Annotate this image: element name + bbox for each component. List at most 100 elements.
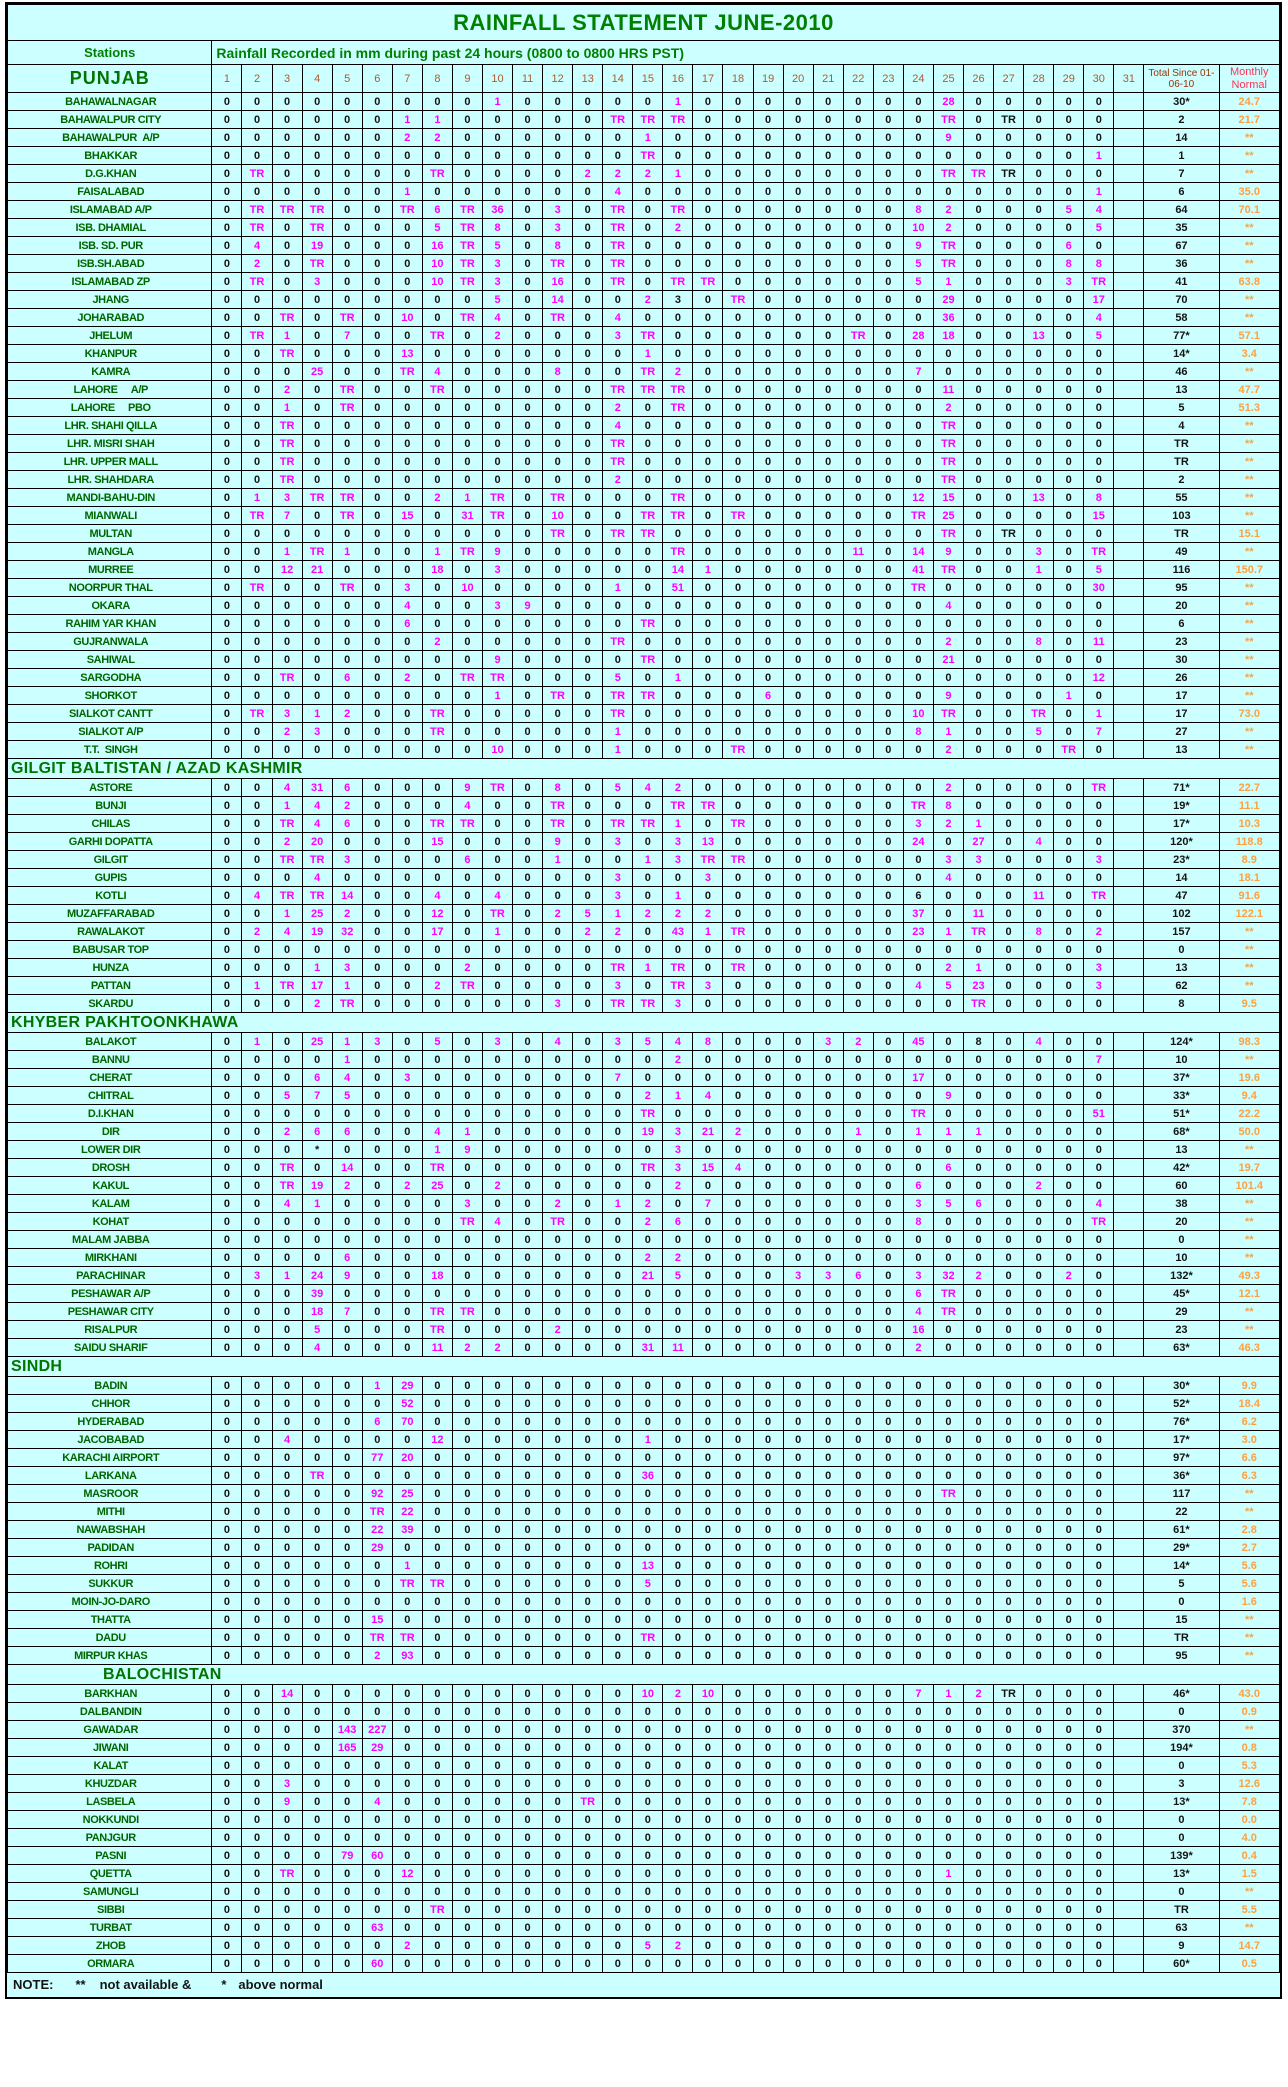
day-cell: 0 <box>902 1412 934 1431</box>
day-cell: 0 <box>421 596 453 615</box>
day-cell: 0 <box>722 1684 754 1703</box>
day-cell: 0 <box>932 1882 964 1901</box>
day-cell: 51 <box>662 578 694 597</box>
day-cell: 29 <box>932 290 964 309</box>
day-cell: 6 <box>752 686 784 705</box>
normal-cell: 9.4 <box>1218 1086 1281 1105</box>
day-cell: 0 <box>512 778 544 797</box>
day-cell: 0 <box>1053 1846 1085 1865</box>
day-cell: 0 <box>872 164 904 183</box>
day-cell: 0 <box>602 362 634 381</box>
day-cell: 0 <box>842 92 874 111</box>
day-cell: 0 <box>902 1828 934 1847</box>
day-cell: 0 <box>692 1936 724 1955</box>
day-cell: 0 <box>752 1320 784 1339</box>
day-cell: 0 <box>632 940 664 959</box>
day-cell: 0 <box>331 722 363 741</box>
day-cell: 0 <box>872 542 904 561</box>
day-cell: 0 <box>842 524 874 543</box>
day-cell: 0 <box>1023 164 1055 183</box>
total-cell: 47 <box>1143 886 1220 905</box>
day-cell: 0 <box>301 1954 333 1973</box>
day-cell: 0 <box>211 182 243 201</box>
day-cell: 12 <box>421 1430 453 1449</box>
day-cell: TR <box>542 796 574 815</box>
day-cell: 0 <box>1053 1610 1085 1629</box>
day-cell: 0 <box>1023 1918 1055 1937</box>
day-cell: 0 <box>391 686 423 705</box>
day-cell: 3 <box>602 326 634 345</box>
day-cell: 0 <box>962 218 995 237</box>
day-cell: 0 <box>481 1864 514 1883</box>
day-cell: 0 <box>542 560 574 579</box>
day-cell: 0 <box>421 1720 453 1739</box>
day-cell: 0 <box>752 452 784 471</box>
day-cell: 0 <box>812 416 844 435</box>
day-cell: 0 <box>241 1466 273 1485</box>
day-cell: 18 <box>421 560 453 579</box>
day-cell: 0 <box>1083 1520 1115 1539</box>
station-name: TURBAT <box>6 1918 213 1937</box>
day-cell: 0 <box>421 1592 453 1611</box>
day-cell: 0 <box>692 488 724 507</box>
day-cell: 0 <box>1053 1302 1085 1321</box>
day-cell: 0 <box>902 308 934 327</box>
day-cell: TR <box>421 1320 453 1339</box>
day-cell: 0 <box>512 326 544 345</box>
day-cell: 0 <box>1023 1684 1055 1703</box>
day-cell: TR <box>1083 778 1115 797</box>
station-row: NOORPUR THAL 0 TR 0 0 TR 0 3 0 10 0 0 0 0 1 0 51 0 0 0 0 0 0 0 T… <box>6 578 1281 597</box>
day-cell: 0 <box>1023 1646 1055 1665</box>
day-cell: 0 <box>993 1302 1025 1321</box>
day-cell: 0 <box>1083 1846 1115 1865</box>
day-cell: 0 <box>301 344 333 363</box>
day-cell: 0 <box>572 542 604 561</box>
day-cell: TR <box>421 380 453 399</box>
day-cell: 0 <box>211 1882 243 1901</box>
day-cell: 0 <box>241 1864 273 1883</box>
day-cell: 0 <box>331 1792 363 1811</box>
day-cell: 0 <box>902 1918 934 1937</box>
day-cell: 0 <box>812 976 844 995</box>
day-cell: 0 <box>662 1538 694 1557</box>
day-cell: 0 <box>662 1792 694 1811</box>
day-cell: 0 <box>812 1338 844 1357</box>
day-cell: 0 <box>451 1538 483 1557</box>
day-cell: 0 <box>692 614 724 633</box>
day-cell: 0 <box>211 1918 243 1937</box>
day-cell: TR <box>421 164 453 183</box>
day-cell: 0 <box>1053 1538 1085 1557</box>
day-cell: 0 <box>421 1502 453 1521</box>
day-cell: 0 <box>301 1430 333 1449</box>
day-cell: 0 <box>993 994 1025 1013</box>
day-cell: 0 <box>542 1792 574 1811</box>
day-cell: 0 <box>842 1574 874 1593</box>
station-name: DALBANDIN <box>6 1702 213 1721</box>
day-cell: 0 <box>301 326 333 345</box>
day-cell: 0 <box>271 1520 303 1539</box>
day-cell: 0 <box>752 1646 784 1665</box>
day-cell: 0 <box>782 470 814 489</box>
day-cell: 0 <box>391 1828 423 1847</box>
day-cell: 0 <box>391 850 423 869</box>
day-cell: TR <box>481 778 514 797</box>
day-cell: 0 <box>722 1918 754 1937</box>
day-cell: 0 <box>602 796 634 815</box>
day-cell: 0 <box>872 1918 904 1937</box>
day-cell: 0 <box>481 1756 514 1775</box>
day-cell: 0 <box>812 1122 844 1141</box>
day-cell: 0 <box>542 1230 574 1249</box>
day-cell: 0 <box>782 578 814 597</box>
day-cell: TR <box>421 814 453 833</box>
day-cell: 0 <box>241 1828 273 1847</box>
day-cell: 0 <box>812 1864 844 1883</box>
day-cell: 0 <box>812 1248 844 1267</box>
day-cell: 0 <box>241 362 273 381</box>
station-row: MIRPUR KHAS 0 0 0 0 0 2 93 0 0 0 0 0 0 0 0 0 0 0 0 0 0 0 0 0 0 0 0 0… <box>6 1646 1281 1665</box>
day-cell: 1 <box>391 110 423 129</box>
day-cell: 6 <box>842 1266 874 1285</box>
day-cell: 0 <box>782 524 814 543</box>
day-cell: 0 <box>572 778 604 797</box>
day-cell: TR <box>572 1792 604 1811</box>
station-name: SHORKOT <box>6 686 213 705</box>
